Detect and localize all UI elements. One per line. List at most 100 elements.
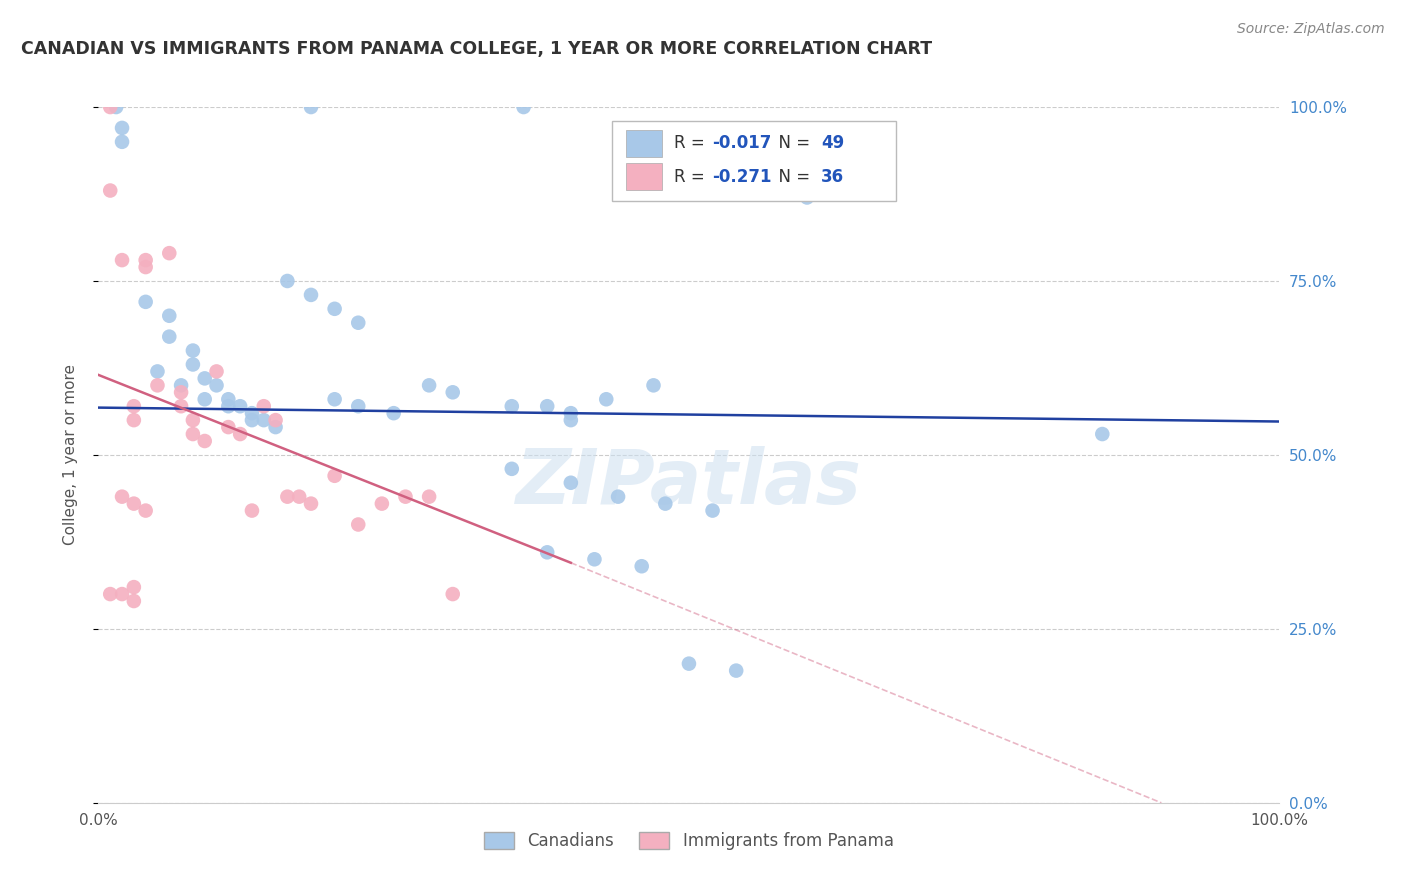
Point [630,559,652,574]
Point [583,552,606,566]
Point [135,294,157,309]
Point [253,413,276,427]
Point [595,392,617,407]
Point [111,587,134,601]
Point [264,413,287,427]
Point [217,392,239,407]
Point [146,364,169,378]
Point [98,100,121,114]
Text: 36: 36 [821,168,845,186]
FancyBboxPatch shape [626,162,662,191]
Point [122,580,145,594]
Text: N =: N = [768,135,815,153]
Point [122,413,145,427]
Point [122,497,145,511]
Point [217,399,239,413]
Point [371,497,394,511]
Point [512,100,534,114]
Point [217,420,239,434]
Point [240,503,263,517]
Point [111,490,134,504]
Point [229,427,252,442]
Point [253,399,276,413]
Point [157,246,180,260]
Point [607,490,630,504]
Legend: Canadians, Immigrants from Panama: Canadians, Immigrants from Panama [478,826,900,857]
Point [205,378,228,392]
Text: 49: 49 [821,135,845,153]
Point [111,135,134,149]
Point [157,329,180,343]
Point [1091,427,1114,442]
Point [181,343,204,358]
Point [157,309,180,323]
FancyBboxPatch shape [626,129,662,157]
Point [194,392,217,407]
Point [536,399,558,413]
Point [418,490,440,504]
Point [135,503,157,517]
Text: R =: R = [673,135,710,153]
Point [418,378,440,392]
Point [323,392,346,407]
Point [105,100,128,114]
Point [560,475,582,490]
Point [323,468,346,483]
Text: ZIPatlas: ZIPatlas [516,446,862,520]
Point [560,406,582,420]
Point [299,288,322,302]
Point [122,594,145,608]
Point [264,420,287,434]
Point [181,413,204,427]
Point [181,358,204,372]
Point [654,497,676,511]
Y-axis label: College, 1 year or more: College, 1 year or more [63,365,77,545]
Point [323,301,346,316]
Point [394,490,416,504]
FancyBboxPatch shape [612,121,896,201]
Point [501,462,523,476]
Point [194,371,217,385]
Point [382,406,405,420]
Point [276,274,298,288]
Point [146,378,169,392]
Point [299,497,322,511]
Point [441,587,464,601]
Point [643,378,665,392]
Point [205,364,228,378]
Point [288,490,311,504]
Point [347,316,370,330]
Point [170,378,193,392]
Point [98,587,121,601]
Point [536,545,558,559]
Text: -0.017: -0.017 [713,135,772,153]
Point [678,657,700,671]
Point [170,385,193,400]
Point [347,399,370,413]
Point [702,503,724,517]
Point [347,517,370,532]
Point [796,190,818,204]
Point [194,434,217,448]
Point [240,413,263,427]
Point [501,399,523,413]
Point [441,385,464,400]
Point [560,413,582,427]
Point [181,427,204,442]
Point [170,399,193,413]
Text: -0.271: -0.271 [713,168,772,186]
Point [135,260,157,274]
Text: CANADIAN VS IMMIGRANTS FROM PANAMA COLLEGE, 1 YEAR OR MORE CORRELATION CHART: CANADIAN VS IMMIGRANTS FROM PANAMA COLLE… [21,40,932,58]
Point [111,253,134,268]
Point [240,406,263,420]
Text: R =: R = [673,168,710,186]
Point [111,120,134,135]
Point [98,184,121,198]
Point [135,253,157,268]
Point [725,664,748,678]
Point [122,399,145,413]
Text: Source: ZipAtlas.com: Source: ZipAtlas.com [1237,22,1385,37]
Point [276,490,298,504]
Point [229,399,252,413]
Point [299,100,322,114]
